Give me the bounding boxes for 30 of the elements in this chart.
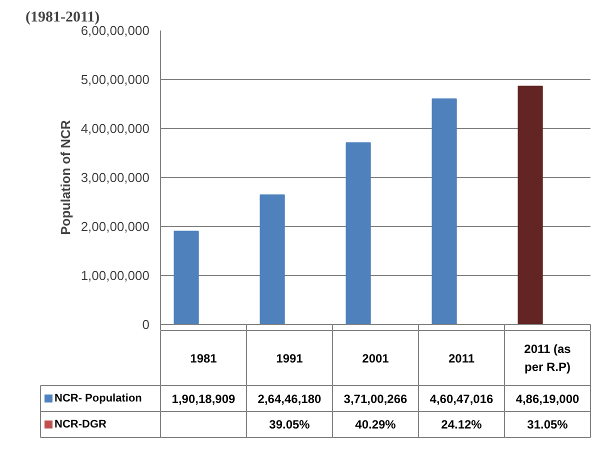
data-label: 31.05% [527, 418, 568, 432]
data-label: 24.12% [441, 418, 482, 432]
data-label: 4,86,19,000 [516, 392, 580, 406]
data-label: 4,60,47,016 [430, 392, 494, 406]
y-tick-label: 1,00,00,000 [80, 268, 150, 283]
chart-title: (1981-2011) [26, 10, 100, 26]
x-tick-label: 2001 [362, 352, 390, 366]
bar [260, 194, 285, 324]
bar [518, 86, 543, 324]
data-label: 40.29% [355, 418, 396, 432]
legend-label: NCR-DGR [54, 418, 106, 430]
x-tick-label: 1981 [190, 352, 218, 366]
data-label: 2,64,46,180 [258, 392, 322, 406]
y-tick-label: 0 [142, 317, 150, 332]
y-tick-label: 6,00,00,000 [80, 23, 150, 38]
y-tick-label: 5,00,00,000 [80, 72, 150, 87]
data-label: 39.05% [269, 418, 310, 432]
bar [174, 230, 199, 324]
x-tick-label: 2011 [448, 352, 475, 366]
bar [346, 142, 371, 324]
x-tick-label: 1991 [276, 352, 304, 366]
y-tick-label: 3,00,00,000 [80, 170, 150, 185]
data-label: 1,90,18,909 [172, 392, 236, 406]
x-tick-label: 2011 (as per R.P) [524, 342, 572, 374]
legend-label: NCR- Population [54, 392, 142, 404]
y-tick-label: 2,00,00,000 [80, 219, 150, 234]
data-label: 3,71,00,266 [344, 392, 408, 406]
bar [432, 98, 457, 324]
y-tick-label: 4,00,00,000 [80, 121, 150, 136]
y-axis-title: Population of NCR [58, 119, 73, 235]
